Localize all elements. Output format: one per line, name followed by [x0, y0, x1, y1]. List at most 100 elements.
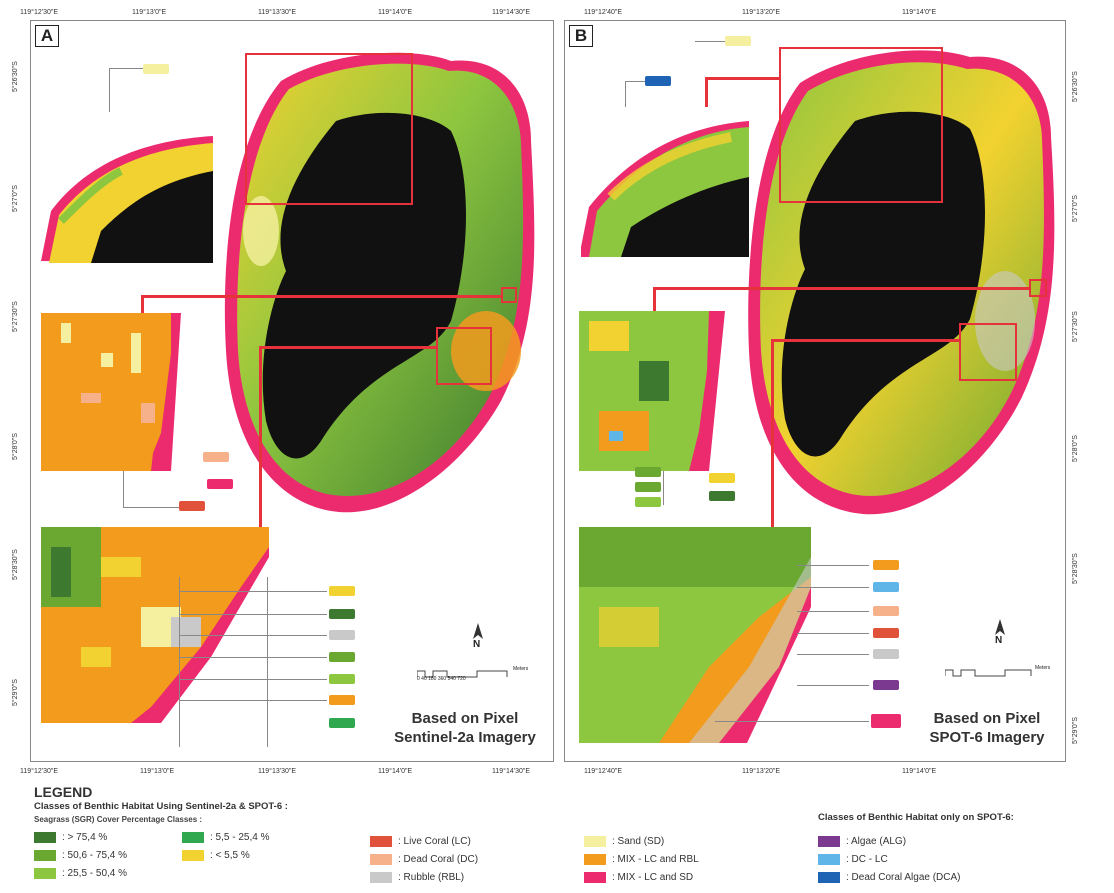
legend-item-rubble: : Rubble (RBL) — [370, 870, 464, 884]
coord-bottom-b: 119°12'40"E — [584, 768, 623, 775]
leader-line — [179, 700, 327, 701]
legend-subtitle: Classes of Benthic Habitat Using Sentine… — [34, 801, 288, 812]
zoom-box-north — [245, 53, 413, 205]
leader-line — [267, 577, 268, 747]
caption-line1: Based on Pixel — [411, 710, 519, 727]
class-swatch-sgr-lt5 — [329, 586, 355, 596]
leader-line — [179, 614, 327, 615]
inset-south-b — [579, 527, 811, 743]
coord-bottom-a: 119°14'0"E — [378, 768, 413, 775]
legend-swatch — [34, 849, 56, 861]
legend-label: : 50,6 - 75,4 % — [62, 849, 128, 861]
north-label: N — [473, 639, 481, 650]
leader-line — [625, 81, 626, 107]
seagrass-title: Seagrass (SGR) Cover Percentage Classes … — [34, 815, 203, 824]
legend-item-sgr-25-50: : 25,5 - 50,4 % — [34, 866, 127, 880]
class-swatch-sgr-lt5 — [709, 473, 735, 483]
legend-swatch — [182, 849, 204, 861]
leader-line — [797, 633, 869, 634]
leader-line — [123, 507, 179, 508]
zoom-connector — [259, 346, 437, 349]
zoom-connector — [653, 287, 656, 313]
legend-label: : DC - LC — [846, 853, 888, 865]
class-swatch-sgr-25-50 — [329, 674, 355, 684]
legend-label: : Rubble (RBL) — [398, 871, 465, 883]
coord-right-b: 5°27'0"S — [1072, 195, 1079, 222]
island-map-b — [748, 50, 1055, 515]
leader-line — [179, 591, 327, 592]
legend-item-mix-lc-rbl: : MIX - LC and RBL — [584, 852, 699, 866]
zoom-connector — [653, 287, 1031, 290]
zoom-connector — [771, 339, 774, 529]
zoom-connector — [141, 295, 503, 298]
legend-item-dead-coral: : Dead Coral (DC) — [370, 852, 478, 866]
legend-swatch — [182, 831, 204, 843]
class-swatch-live-coral — [873, 628, 899, 638]
class-swatch-dc-lc — [873, 582, 899, 592]
legend-label: : Dead Coral (DC) — [398, 853, 479, 865]
coord-bottom-b: 119°13'20"E — [742, 768, 781, 775]
leader-line — [123, 471, 124, 507]
legend-label: : Algae (ALG) — [846, 835, 907, 847]
inset-south-a — [41, 527, 269, 723]
panel-a-caption: Based on Pixel Sentinel-2a Imagery — [377, 709, 553, 747]
coord-right-b: 5°28'0"S — [1072, 435, 1079, 462]
coord-bottom-a: 119°13'30"E — [258, 768, 297, 775]
legend-swatch — [818, 835, 840, 847]
leader-line — [797, 654, 869, 655]
class-swatch-mix-lc-sd — [871, 714, 901, 728]
leader-line — [797, 565, 869, 566]
class-swatch-live-coral — [179, 501, 205, 511]
coord-top-a: 119°12'30"E — [20, 9, 59, 16]
class-swatch-sgr-gt75 — [329, 609, 355, 619]
leader-line — [797, 685, 869, 686]
map-panel-a: A — [30, 20, 554, 762]
map-panel-b: B — [564, 20, 1066, 762]
class-swatch-mix-lc-rbl — [873, 560, 899, 570]
zoom-connector — [259, 346, 262, 528]
legend-swatch — [370, 835, 392, 847]
coord-left-a: 5°27'0"S — [12, 185, 19, 212]
zoom-box-north-b — [779, 47, 943, 203]
class-swatch-sgr-5-25 — [329, 718, 355, 728]
panel-a-label: A — [35, 25, 59, 47]
coord-top-a: 119°13'0"E — [132, 9, 167, 16]
coord-top-a: 119°14'30"E — [492, 9, 531, 16]
coord-left-a: 5°28'0"S — [12, 433, 19, 460]
legend-swatch — [818, 853, 840, 865]
legend-title: LEGEND — [34, 784, 93, 800]
island-map-a — [224, 52, 535, 513]
coord-left-a: 5°29'0"S — [12, 679, 19, 706]
leader-line — [179, 577, 180, 747]
class-swatch-sgr-50-75 — [635, 482, 661, 492]
north-arrow: N — [993, 619, 1007, 649]
coord-top-a: 119°13'30"E — [258, 9, 297, 16]
legend-swatch — [370, 853, 392, 865]
zoom-connector — [705, 77, 708, 107]
coord-left-a: 5°27'30"S — [12, 301, 19, 332]
caption-line2: SPOT-6 Imagery — [929, 729, 1045, 746]
coord-top-b: 119°13'20"E — [742, 9, 781, 16]
class-swatch-sgr-50-75 — [635, 467, 661, 477]
coord-right-b: 5°28'30"S — [1072, 553, 1079, 584]
class-swatch-mix-lc-sd — [207, 479, 233, 489]
legend-item-mix-lc-sd: : MIX - LC and SD — [584, 870, 693, 884]
class-swatch-dead-coral — [873, 606, 899, 616]
leader-line — [663, 471, 664, 505]
zoom-connector — [771, 339, 961, 342]
leader-line — [695, 41, 725, 42]
leader-line — [797, 587, 869, 588]
class-swatch-algae — [873, 680, 899, 690]
class-swatch-sand — [725, 36, 751, 46]
leader-line — [625, 81, 645, 82]
zoom-connector — [141, 295, 144, 317]
legend-item-algae: : Algae (ALG) — [818, 834, 906, 848]
legend-item-dca: : Dead Coral Algae (DCA) — [818, 870, 961, 884]
leader-line — [179, 635, 327, 636]
coord-right-b: 5°29'0"S — [1072, 717, 1079, 744]
inset-north-a — [41, 111, 213, 263]
legend-item-dc-lc: : DC - LC — [818, 852, 888, 866]
legend-swatch — [584, 853, 606, 865]
scale-units: Meters — [513, 666, 529, 672]
coord-bottom-b: 119°14'0"E — [902, 768, 937, 775]
